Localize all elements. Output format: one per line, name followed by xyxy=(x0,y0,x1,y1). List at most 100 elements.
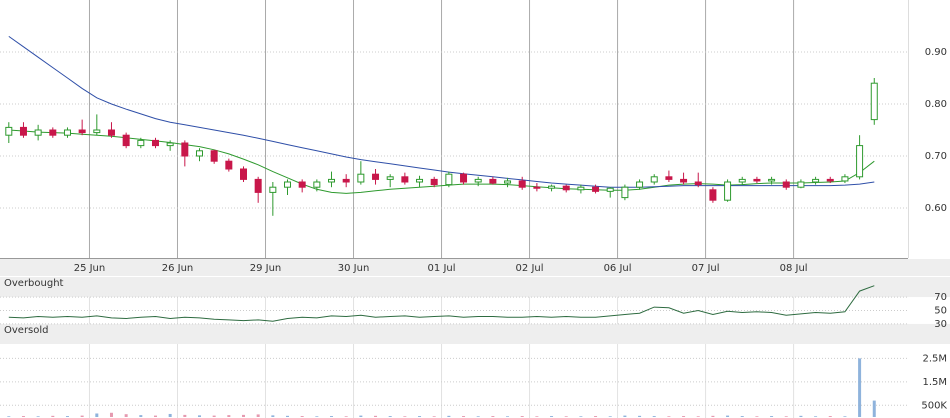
volume-bar xyxy=(550,416,554,417)
candle-body xyxy=(166,142,174,147)
candle-body xyxy=(636,181,644,188)
volume-bar xyxy=(520,416,524,417)
volume-bar xyxy=(109,412,113,417)
volume-bar xyxy=(667,416,671,417)
candle-body xyxy=(870,82,878,121)
volume-bar xyxy=(36,416,40,417)
candle-body xyxy=(372,173,380,180)
band-label: Overbought xyxy=(4,278,64,289)
candle-body xyxy=(63,129,71,136)
rsi-line xyxy=(8,285,875,322)
volume-bar xyxy=(740,416,744,417)
volume-bar xyxy=(197,415,201,417)
candle-body xyxy=(768,178,776,182)
candle-body xyxy=(518,180,526,188)
x-tick-label: 06 Jul xyxy=(604,263,632,274)
volume-bar xyxy=(638,415,642,417)
candle-body xyxy=(284,181,292,188)
volume-bar xyxy=(476,416,480,417)
volume-bar xyxy=(359,415,363,417)
y-tick-label: 2.5M xyxy=(922,353,947,364)
volume-bar xyxy=(300,416,304,417)
volume-bar xyxy=(491,416,495,417)
volume-bar xyxy=(652,416,656,417)
y-tick-label: 1.5M xyxy=(922,377,947,388)
volume-bar xyxy=(447,415,451,417)
candle-body xyxy=(606,187,614,192)
volume-bar xyxy=(344,416,348,417)
candle-body xyxy=(298,181,306,188)
y-tick-label: 50 xyxy=(934,306,947,317)
rsi-band xyxy=(0,277,950,298)
candle-body xyxy=(753,178,761,182)
candle-body xyxy=(137,139,145,147)
candle-body xyxy=(856,145,864,178)
volume-bar xyxy=(242,414,246,417)
volume-bar xyxy=(271,415,275,417)
candle-body xyxy=(269,186,277,193)
candle-body xyxy=(504,180,512,184)
candle-body xyxy=(107,129,115,136)
volume-bar xyxy=(183,414,187,417)
volume-bar xyxy=(623,415,627,417)
y-tick-label: 0.80 xyxy=(925,99,947,110)
candle-body xyxy=(416,178,424,183)
candle-body xyxy=(5,126,13,136)
candle-body xyxy=(181,142,189,157)
volume-bar xyxy=(139,415,143,417)
candle-body xyxy=(724,181,732,201)
candle-body xyxy=(812,178,820,183)
candle-body xyxy=(342,178,350,183)
volume-bar xyxy=(21,416,25,417)
candle-body xyxy=(665,176,673,180)
candle-body xyxy=(34,129,42,136)
volume-bar xyxy=(608,416,612,417)
candle-body xyxy=(93,129,101,134)
volume-bar xyxy=(682,416,686,417)
volume-bar xyxy=(784,416,788,417)
candle-body xyxy=(621,186,629,199)
candle-body xyxy=(313,181,321,188)
candle-body xyxy=(254,178,262,193)
candle-body xyxy=(562,185,570,191)
volume-bar xyxy=(227,415,231,417)
volume-bar xyxy=(51,415,55,417)
candle-body xyxy=(474,178,482,183)
candle-body xyxy=(78,129,86,134)
candle-body xyxy=(240,168,248,180)
date-strip xyxy=(0,259,950,276)
candle-body xyxy=(19,126,27,136)
candle-body xyxy=(650,176,658,183)
candle-body xyxy=(122,134,130,147)
volume-bar xyxy=(755,416,759,417)
volume-bar xyxy=(168,413,172,417)
volume-bar xyxy=(374,415,378,417)
volume-bar xyxy=(506,416,510,417)
candle-body xyxy=(401,176,409,183)
volume-bar xyxy=(7,416,11,417)
volume-bar xyxy=(330,416,334,417)
volume-bar xyxy=(315,416,319,417)
candle-body xyxy=(49,129,57,136)
candle-body xyxy=(709,189,717,201)
y-tick-label: 30 xyxy=(934,319,947,330)
candle-body xyxy=(533,186,541,189)
candle-body xyxy=(738,178,746,183)
candle-body xyxy=(489,178,497,184)
volume-bar xyxy=(80,415,84,417)
volume-bar xyxy=(535,416,539,417)
x-tick-label: 29 Jun xyxy=(250,263,282,274)
candle-body xyxy=(577,186,585,191)
y-tick-label: 0.60 xyxy=(925,203,947,214)
volume-bar xyxy=(462,416,466,417)
candle-body xyxy=(328,178,336,183)
candle-body xyxy=(357,173,365,183)
volume-bar xyxy=(153,415,157,417)
candle-body xyxy=(592,186,600,192)
volume-bar xyxy=(843,416,847,417)
volume-bar xyxy=(95,413,99,417)
volume-bar xyxy=(858,358,862,417)
x-tick-label: 30 Jun xyxy=(338,263,370,274)
volume-bar xyxy=(726,415,730,417)
